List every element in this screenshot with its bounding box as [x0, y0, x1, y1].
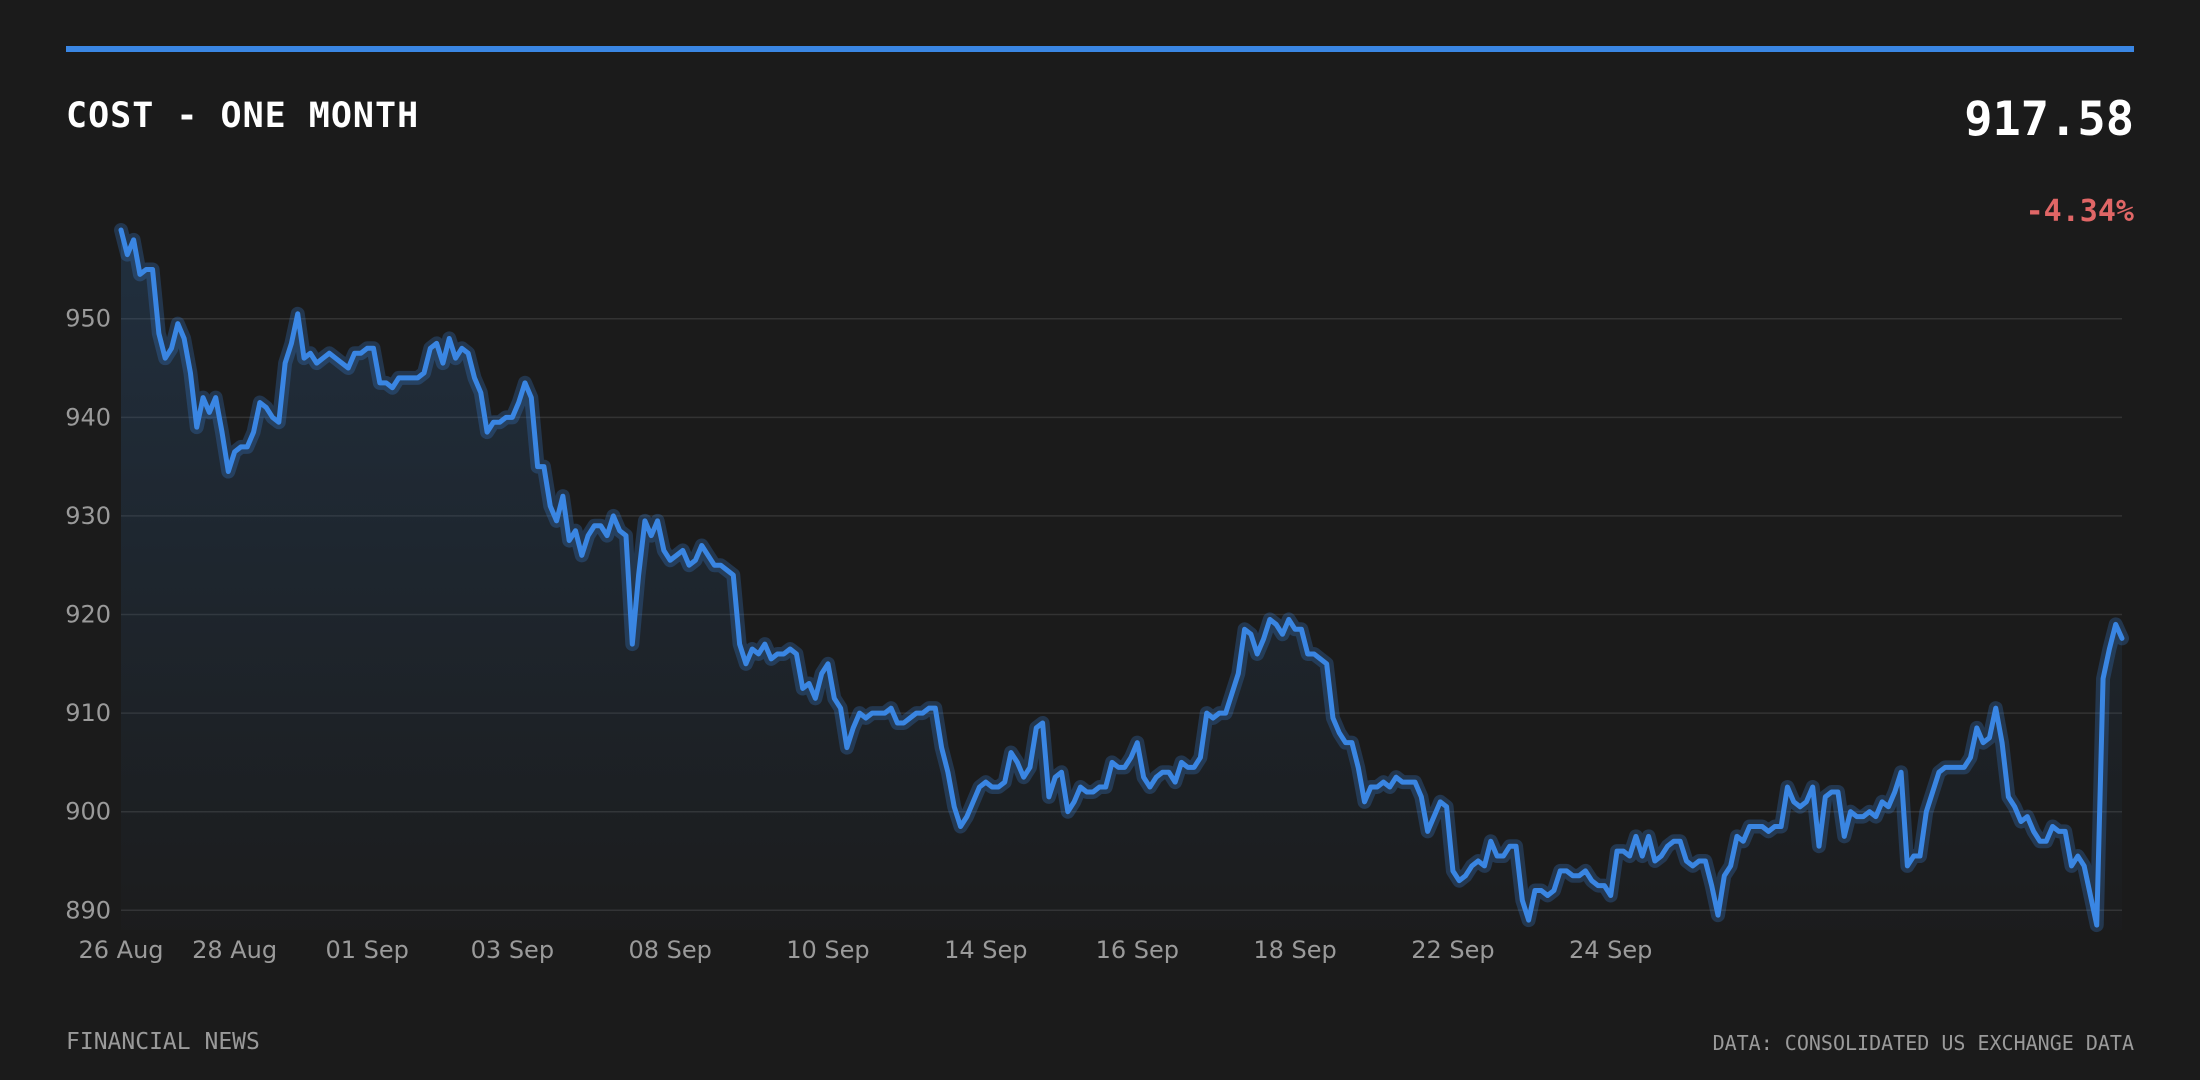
price-line	[114, 223, 2129, 933]
x-tick-label: 01 Sep	[325, 936, 408, 964]
price-area	[121, 230, 2122, 930]
x-tick-label: 28 Aug	[192, 936, 277, 964]
x-tick-label: 26 Aug	[78, 936, 163, 964]
x-tick-label: 16 Sep	[1096, 936, 1179, 964]
last-price: 917.58	[1964, 92, 2134, 147]
y-tick-label: 950	[65, 305, 111, 333]
x-axis-ticks: 26 Aug 28 Aug 01 Sep 03 Sep 08 Sep 10 Sep 14 S…	[78, 936, 1652, 964]
y-tick-label: 920	[65, 601, 111, 629]
x-tick-label: 18 Sep	[1253, 936, 1336, 964]
price-chart: 890 900 910 920 930 940 950 26 Aug 28 Aug 01 Sep…	[65, 223, 2129, 964]
x-tick-label: 14 Sep	[944, 936, 1027, 964]
percent-change: -4.34%	[2025, 194, 2134, 229]
y-tick-label: 890	[65, 896, 111, 924]
source-credit: FINANCIAL NEWS	[66, 1029, 260, 1055]
x-tick-label: 22 Sep	[1411, 936, 1494, 964]
header-accent-rule	[66, 46, 2134, 52]
chart-title: COST - ONE MONTH	[66, 96, 420, 136]
x-tick-label: 08 Sep	[628, 936, 711, 964]
y-tick-label: 930	[65, 502, 111, 530]
y-axis-ticks: 890 900 910 920 930 940 950	[65, 305, 111, 925]
y-tick-label: 940	[65, 403, 111, 431]
data-source-note: DATA: CONSOLIDATED US EXCHANGE DATA	[1712, 1031, 2134, 1055]
x-tick-label: 10 Sep	[786, 936, 869, 964]
x-tick-label: 24 Sep	[1569, 936, 1652, 964]
area-fill	[121, 230, 2122, 930]
x-tick-label: 03 Sep	[471, 936, 554, 964]
price-series-line	[118, 227, 2125, 928]
y-tick-label: 910	[65, 699, 111, 727]
y-tick-label: 900	[65, 798, 111, 826]
